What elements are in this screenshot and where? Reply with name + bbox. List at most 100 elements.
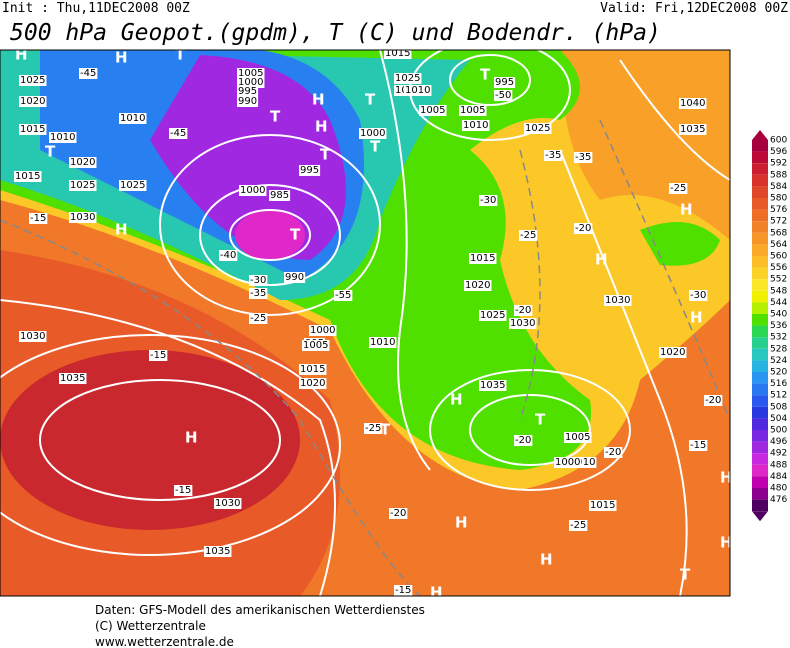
map-label-box bbox=[404, 85, 432, 96]
map-label-box bbox=[462, 120, 490, 131]
map-label-box bbox=[564, 432, 592, 443]
colorbar-swatch bbox=[752, 488, 768, 500]
map-label: 1025 bbox=[70, 180, 95, 191]
map-label: 1015 bbox=[470, 253, 495, 264]
map-label: -30 bbox=[690, 290, 706, 301]
colorbar-label: 600 bbox=[770, 136, 787, 146]
map-label: -45 bbox=[170, 128, 186, 139]
colorbar-label: 524 bbox=[770, 356, 787, 366]
map-label-box bbox=[389, 508, 408, 519]
map-label-box bbox=[149, 350, 168, 361]
map-label: 1010 bbox=[50, 132, 75, 143]
colorbar-label: 476 bbox=[770, 495, 787, 505]
map-label-box bbox=[59, 373, 87, 384]
map-frame bbox=[0, 49, 731, 597]
colorbar-label: 588 bbox=[770, 170, 787, 180]
colorbar-swatch bbox=[752, 395, 768, 407]
map-label: 1000 bbox=[555, 457, 580, 468]
map-label: 1005 bbox=[460, 105, 485, 116]
pressure-center: H bbox=[540, 551, 553, 569]
map-label: 1015 bbox=[590, 500, 615, 511]
colorbar-label: 536 bbox=[770, 321, 787, 331]
map-label-box bbox=[364, 423, 383, 434]
colorbar-swatch bbox=[752, 209, 768, 222]
colorbar-swatch bbox=[752, 360, 768, 372]
map-label: 1025 bbox=[525, 123, 550, 134]
map-label: -35 bbox=[575, 152, 591, 163]
map-label: 1035 bbox=[205, 546, 230, 557]
map-label: 1010 bbox=[120, 113, 145, 124]
map-label: 1025 bbox=[395, 73, 420, 84]
colorbar-label: 548 bbox=[770, 286, 787, 296]
pressure-center: T bbox=[480, 66, 491, 84]
colorbar-label: 596 bbox=[770, 147, 787, 157]
map-label: -40 bbox=[220, 250, 236, 261]
map-label-box bbox=[239, 185, 267, 196]
map-label-box bbox=[119, 113, 147, 124]
colorbar-swatch bbox=[752, 256, 768, 268]
pressure-center: H bbox=[115, 49, 128, 67]
colorbar-swatch bbox=[752, 430, 768, 442]
map-label-box bbox=[679, 124, 707, 135]
colorbar-label: 584 bbox=[770, 182, 787, 192]
map-label-box bbox=[569, 520, 588, 531]
map-label: -15 bbox=[175, 485, 191, 496]
map-label-box bbox=[69, 157, 97, 168]
map-label: -15 bbox=[30, 213, 46, 224]
colorbar-swatch bbox=[752, 418, 768, 430]
map-label-box bbox=[299, 378, 327, 389]
colorbar-label: 592 bbox=[770, 159, 787, 169]
valid-time: Valid: Fri,12DEC2008 00Z bbox=[600, 1, 788, 16]
colorbar-swatch bbox=[752, 337, 768, 349]
pressure-center: T bbox=[365, 91, 376, 109]
map-label: 1035 bbox=[680, 124, 705, 135]
colorbar-swatch bbox=[752, 441, 768, 454]
map-label: 1020 bbox=[660, 347, 685, 358]
map-label: 1025 bbox=[120, 180, 145, 191]
pressure-center: H bbox=[595, 251, 608, 269]
colorbar-swatch bbox=[752, 279, 768, 291]
map-label: 995 bbox=[238, 86, 257, 97]
colorbar-swatch bbox=[752, 383, 768, 396]
map-label-box bbox=[237, 86, 259, 97]
pressure-center: T bbox=[370, 138, 381, 156]
map-label: 1000 bbox=[240, 185, 265, 196]
colorbar-swatch bbox=[752, 163, 768, 175]
pressure-center: H bbox=[115, 221, 128, 239]
map-label: -35 bbox=[545, 150, 561, 161]
colorbar-swatch bbox=[752, 464, 768, 477]
map-label-box bbox=[69, 212, 97, 223]
pressure-center: T bbox=[175, 46, 186, 64]
map-label-box bbox=[169, 128, 188, 139]
map-label-box bbox=[494, 90, 513, 101]
colorbar-swatch bbox=[752, 372, 768, 384]
map-label-box bbox=[204, 546, 232, 557]
map-label-box bbox=[494, 77, 516, 88]
colorbar-label: 560 bbox=[770, 252, 787, 262]
map-label-box bbox=[669, 183, 688, 194]
isobars bbox=[0, 50, 730, 596]
map-label-box bbox=[689, 440, 708, 451]
map-label: 1000 bbox=[310, 325, 335, 336]
colorbar-swatch bbox=[752, 406, 768, 419]
map-label-box bbox=[679, 98, 707, 109]
pressure-center: H bbox=[690, 309, 703, 327]
map-label: 995 bbox=[300, 165, 319, 176]
map-label: 1015 bbox=[300, 364, 325, 375]
map-label-box bbox=[219, 250, 238, 261]
map-label-box bbox=[299, 165, 321, 176]
map-label-box bbox=[249, 313, 268, 324]
pressure-center: T bbox=[290, 226, 301, 244]
map-label-box bbox=[394, 585, 413, 596]
colorbar-swatch bbox=[752, 151, 768, 164]
colorbar-swatch bbox=[752, 290, 768, 303]
colorbar-label: 500 bbox=[770, 426, 787, 436]
map-label-box bbox=[284, 272, 306, 283]
colorbar-label: 528 bbox=[770, 344, 787, 354]
map-label: -55 bbox=[335, 290, 351, 301]
map-label: 1020 bbox=[465, 280, 490, 291]
pressure-center: H bbox=[455, 514, 468, 532]
map-label-box bbox=[384, 50, 412, 59]
